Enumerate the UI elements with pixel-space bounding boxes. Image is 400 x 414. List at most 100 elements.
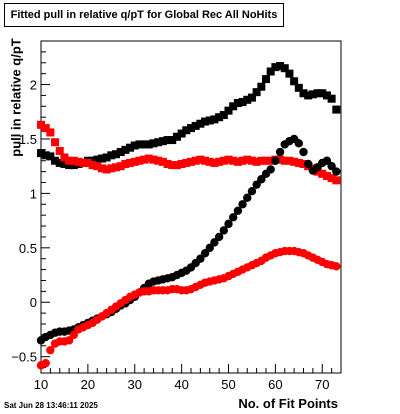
series-1-point: [327, 174, 336, 183]
series-0-point: [140, 140, 149, 149]
series-1-point: [201, 156, 210, 165]
series-1-point: [168, 161, 177, 170]
series-0-point: [135, 140, 144, 149]
series-1-point: [196, 155, 205, 164]
series-0-point: [215, 113, 224, 122]
series-0-point: [332, 105, 341, 114]
series-1-point: [322, 171, 331, 180]
series-1-point: [299, 160, 308, 169]
series-1-point: [74, 157, 83, 166]
series-2-point: [196, 254, 205, 263]
y-axis-label: pull in relative q/pT: [8, 38, 24, 157]
series-1-point: [107, 164, 116, 173]
x-tick-label: 10: [34, 377, 48, 392]
series-0-point: [318, 89, 327, 98]
series-0-point: [285, 69, 294, 78]
series-0-point: [205, 116, 214, 125]
y-tick-label: 0: [30, 295, 37, 310]
series-1-point: [149, 155, 158, 164]
series-1-point: [140, 155, 149, 164]
x-tick-label: 50: [221, 377, 235, 392]
series-1-point: [97, 164, 106, 173]
series-0-point: [60, 160, 69, 169]
series-1-point: [219, 156, 228, 165]
series-0-point: [163, 136, 172, 145]
series-0-point: [243, 95, 252, 104]
series-0-point: [69, 161, 78, 170]
series-0-point: [130, 141, 139, 150]
series-0-point: [51, 156, 60, 165]
series-1-point: [187, 157, 195, 166]
series-2-point: [294, 139, 304, 148]
series-0-point: [112, 150, 120, 159]
x-tick-label: 60: [268, 377, 282, 392]
y-tick-label: 0.5: [19, 241, 37, 256]
series-1-point: [144, 154, 153, 163]
series-0-point: [168, 136, 177, 145]
series-0-point: [196, 119, 205, 128]
series-0-point: [201, 117, 210, 126]
series-0-point: [65, 161, 74, 170]
series-2-point: [200, 249, 210, 258]
series-0-point: [327, 94, 336, 103]
y-tick-label: 1: [30, 186, 37, 201]
series-1-point: [88, 161, 97, 170]
series-1-point: [135, 156, 144, 165]
series-0-point: [308, 90, 317, 99]
timestamp: Sat Jun 28 13:46:11 2025: [4, 401, 98, 410]
series-2-point: [266, 165, 275, 174]
series-0-point: [97, 154, 106, 163]
series-1-point: [229, 156, 238, 165]
series-0-point: [210, 115, 219, 124]
series-0-point: [266, 67, 275, 76]
series-0-point: [172, 132, 181, 141]
series-3-point: [332, 262, 341, 271]
series-1-point: [172, 161, 181, 170]
series-0-point: [257, 82, 266, 91]
series-1-point: [243, 155, 252, 164]
series-2-point: [303, 159, 313, 169]
series-3-point: [41, 359, 50, 368]
chart-title: Fitted pull in relative q/pT for Global …: [4, 3, 284, 27]
series-2-point: [271, 156, 280, 165]
series-0-point: [219, 111, 228, 120]
series-1-point: [112, 163, 120, 172]
y-tick-label: −0.5: [11, 350, 37, 365]
series-1-point: [257, 156, 266, 165]
series-0-point: [154, 138, 163, 147]
series-2-point: [247, 187, 257, 196]
series-0-point: [187, 124, 195, 133]
x-tick-label: 70: [315, 377, 329, 392]
x-tick-label: 20: [81, 377, 95, 392]
series-1-point: [210, 158, 219, 167]
series-2-point: [228, 213, 238, 222]
series-0-point: [224, 106, 233, 115]
series-2-point: [332, 167, 341, 176]
series-2-point: [299, 147, 308, 157]
series-0-point: [322, 91, 331, 100]
series-0-point: [299, 89, 308, 98]
series-0-point: [158, 137, 167, 146]
series-0-point: [102, 153, 111, 162]
series-0-point: [116, 148, 125, 157]
y-tick-label: 2: [30, 78, 37, 93]
series-0-point: [55, 158, 64, 167]
series-0-point: [276, 62, 285, 71]
series-1-point: [280, 156, 289, 165]
series-1-point: [262, 156, 270, 165]
series-1-point: [313, 167, 322, 176]
series-0-point: [294, 83, 303, 92]
series-1-point: [276, 155, 285, 164]
series-1-point: [290, 157, 299, 166]
series-1-point: [130, 157, 139, 166]
series-1-point: [238, 156, 247, 165]
series-1-point: [294, 158, 303, 167]
series-2-point: [219, 226, 229, 235]
series-2-point: [238, 200, 247, 209]
x-axis-label: No. of Fit Points: [238, 396, 338, 411]
series-1-point: [163, 160, 172, 169]
series-1-point: [252, 157, 261, 166]
series-1-point: [55, 146, 64, 155]
series-0-point: [144, 140, 153, 149]
